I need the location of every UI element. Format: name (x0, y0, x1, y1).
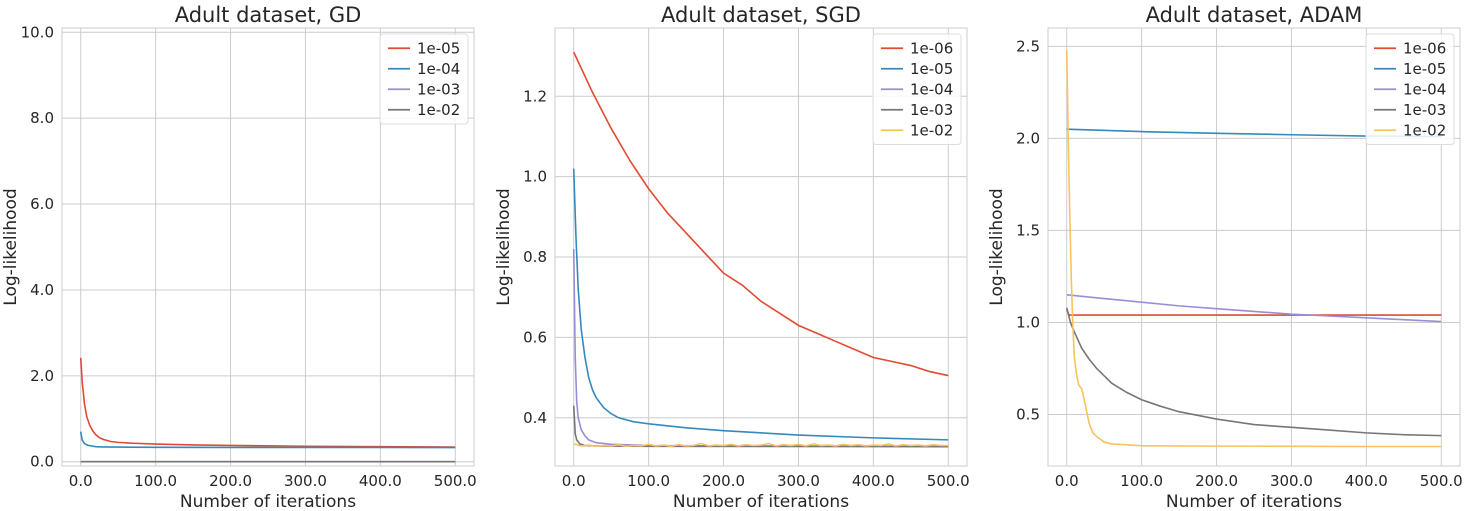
chart-title: Adult dataset, ADAM (1146, 3, 1363, 27)
y-axis-label: Log-likelihood (1, 188, 21, 305)
legend-label: 1e-02 (417, 101, 460, 119)
series-line-1e-04 (1067, 295, 1442, 322)
x-tick-label: 200.0 (1195, 472, 1238, 490)
x-tick-label: 500.0 (434, 472, 477, 490)
x-tick-label: 0.0 (69, 472, 93, 490)
legend: 1e-05 1e-04 1e-03 1e-02 (380, 34, 468, 124)
legend-label: 1e-03 (417, 80, 460, 98)
legend-label: 1e-03 (1403, 101, 1446, 119)
y-tick-label: 4.0 (30, 281, 54, 299)
legend-label: 1e-02 (1403, 121, 1446, 139)
y-tick-label: 2.5 (1016, 37, 1040, 55)
legend-label: 1e-06 (910, 39, 953, 57)
x-tick-label: 400.0 (1345, 472, 1388, 490)
x-tick-label: 0.0 (562, 472, 586, 490)
y-tick-label: 0.0 (30, 453, 54, 471)
x-tick-label: 100.0 (134, 472, 177, 490)
x-tick-label: 0.0 (1055, 472, 1079, 490)
y-tick-label: 1.2 (523, 87, 547, 105)
y-tick-label: 0.8 (523, 248, 547, 266)
x-tick-label: 400.0 (359, 472, 402, 490)
x-tick-label: 300.0 (1270, 472, 1313, 490)
y-axis-label: Log-likelihood (494, 188, 514, 305)
legend-label: 1e-04 (417, 60, 460, 78)
legend-label: 1e-05 (910, 60, 953, 78)
x-tick-label: 100.0 (627, 472, 670, 490)
legend-label: 1e-03 (910, 101, 953, 119)
legend: 1e-06 1e-05 1e-04 1e-03 1e-02 (1366, 34, 1454, 145)
subplot-3: 0.0 100.0 200.0 300.0 400.0 500.0 0.5 1.0 1.5 2.0… (987, 3, 1463, 511)
subplot-1: 0.0 100.0 200.0 300.0 400.0 500.0 0.0 2.0 4.0 6.0… (1, 3, 477, 511)
series-line-1e-03 (1067, 308, 1442, 436)
y-axis-label: Log-likelihood (987, 188, 1007, 305)
series-line-1e-04 (574, 249, 949, 446)
chart-title: Adult dataset, GD (175, 3, 362, 27)
x-tick-label: 400.0 (852, 472, 895, 490)
x-tick-label: 200.0 (209, 472, 252, 490)
y-tick-label: 0.5 (1016, 405, 1040, 423)
legend-label: 1e-06 (1403, 39, 1446, 57)
y-tick-label: 0.4 (523, 409, 547, 427)
y-tick-label: 8.0 (30, 109, 54, 127)
legend-label: 1e-05 (417, 39, 460, 57)
y-tick-label: 1.0 (1016, 313, 1040, 331)
series-line-1e-03 (574, 406, 949, 447)
x-axis-label: Number of iterations (180, 492, 356, 511)
x-tick-label: 500.0 (1420, 472, 1463, 490)
legend-label: 1e-04 (910, 80, 953, 98)
series-line-1e-05 (81, 358, 456, 447)
chart-title: Adult dataset, SGD (661, 3, 861, 27)
x-axis-label: Number of iterations (673, 492, 849, 511)
x-tick-label: 200.0 (702, 472, 745, 490)
y-tick-label: 1.5 (1016, 221, 1040, 239)
legend: 1e-06 1e-05 1e-04 1e-03 1e-02 (873, 34, 961, 145)
x-tick-label: 100.0 (1120, 472, 1163, 490)
x-tick-label: 500.0 (927, 472, 970, 490)
y-tick-label: 0.6 (523, 328, 547, 346)
series-line-1e-06 (1067, 310, 1442, 316)
y-tick-label: 1.0 (523, 168, 547, 186)
y-tick-label: 2.0 (30, 367, 54, 385)
subplot-2: 0.0 100.0 200.0 300.0 400.0 500.0 0.4 0.6 0.8 1.0… (494, 3, 970, 511)
legend-label: 1e-05 (1403, 60, 1446, 78)
series-line-1e-05 (574, 169, 949, 440)
y-tick-label: 2.0 (1016, 129, 1040, 147)
y-tick-label: 10.0 (21, 23, 54, 41)
x-tick-label: 300.0 (284, 472, 327, 490)
legend-label: 1e-04 (1403, 80, 1446, 98)
x-tick-label: 300.0 (777, 472, 820, 490)
x-axis-label: Number of iterations (1166, 492, 1342, 511)
legend-label: 1e-02 (910, 121, 953, 139)
y-tick-label: 6.0 (30, 195, 54, 213)
